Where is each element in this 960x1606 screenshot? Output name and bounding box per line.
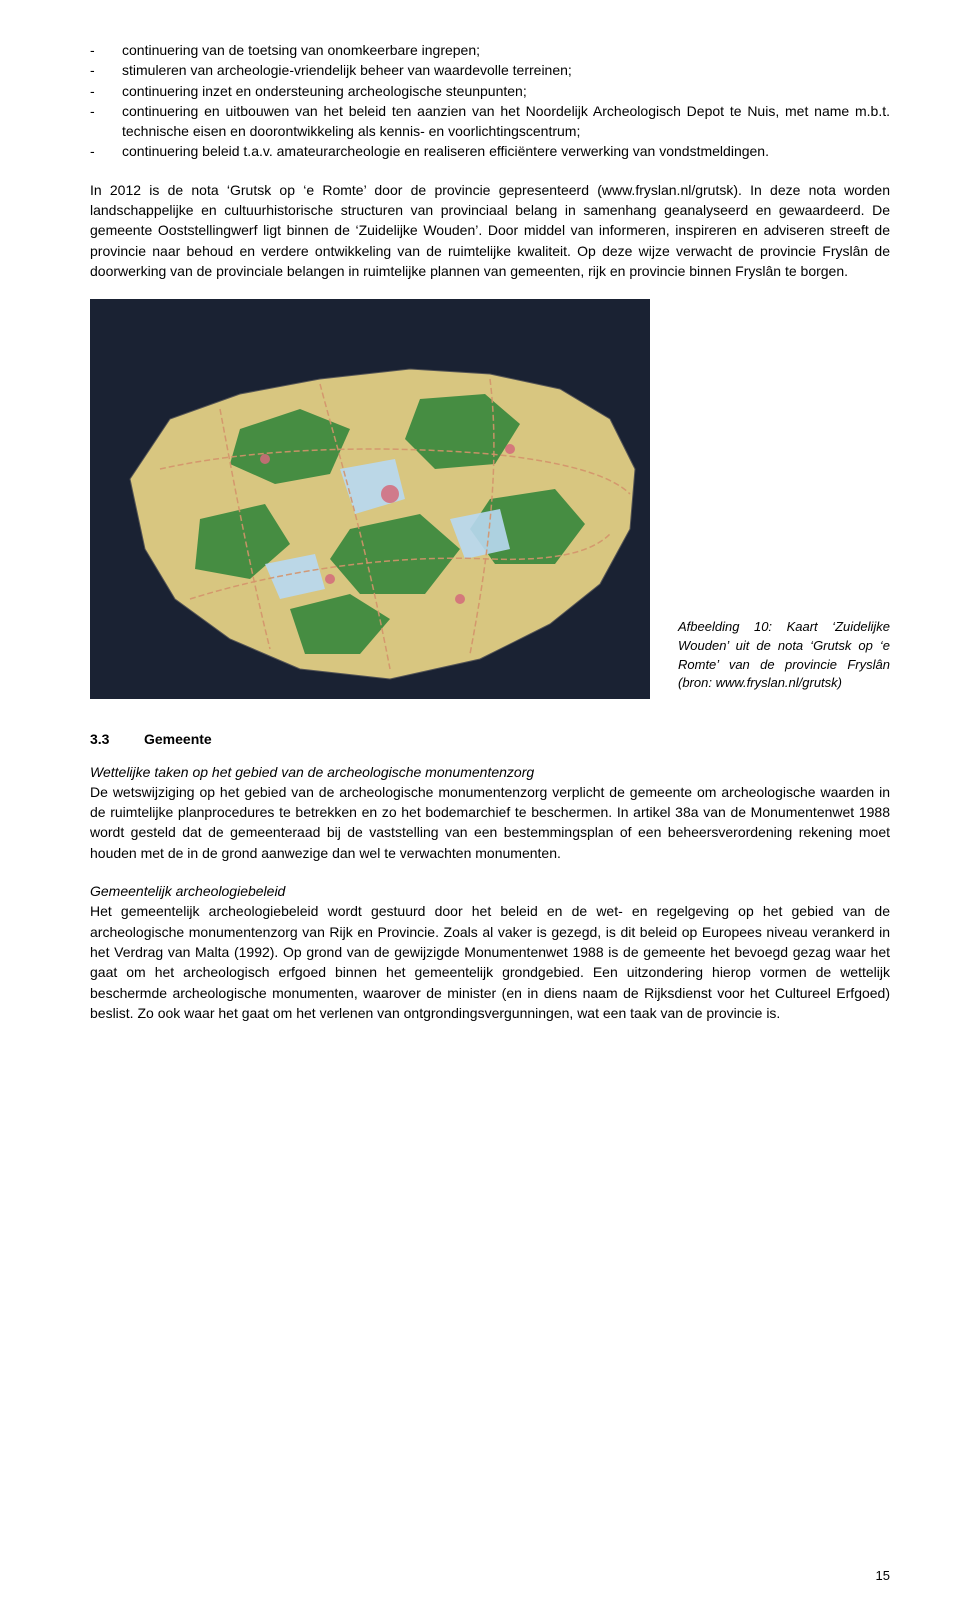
subheading-wettelijke-taken: Wettelijke taken op het gebied van de ar… — [90, 762, 890, 782]
bullet-item: -continuering inzet en ondersteuning arc… — [90, 81, 890, 101]
section-number: 3.3 — [90, 729, 144, 749]
bullet-list: -continuering van de toetsing van onomke… — [90, 40, 890, 162]
bullet-text: continuering beleid t.a.v. amateurarcheo… — [122, 141, 890, 161]
bullet-item: -stimuleren van archeologie-vriendelijk … — [90, 60, 890, 80]
section-title: Gemeente — [144, 731, 212, 747]
bullet-text: stimuleren van archeologie-vriendelijk b… — [122, 60, 890, 80]
bullet-text: continuering en uitbouwen van het beleid… — [122, 101, 890, 142]
map-zuidelijke-wouden — [90, 299, 650, 699]
subheading-gemeentelijk-beleid: Gemeentelijk archeologiebeleid — [90, 881, 890, 901]
bullet-text: continuering inzet en ondersteuning arch… — [122, 81, 890, 101]
paragraph-gemeentelijk-beleid: Het gemeentelijk archeologiebeleid wordt… — [90, 901, 890, 1023]
section-heading: 3.3Gemeente — [90, 729, 890, 749]
bullet-item: -continuering beleid t.a.v. amateurarche… — [90, 141, 890, 161]
figure-caption: Afbeelding 10: Kaart ‘Zuidelijke Wouden’… — [678, 618, 890, 699]
bullet-item: -continuering en uitbouwen van het belei… — [90, 101, 890, 142]
page-number: 15 — [876, 1567, 890, 1586]
paragraph-wettelijke-taken: De wetswijziging op het gebied van de ar… — [90, 782, 890, 863]
bullet-text: continuering van de toetsing van onomkee… — [122, 40, 890, 60]
bullet-item: -continuering van de toetsing van onomke… — [90, 40, 890, 60]
paragraph-intro: In 2012 is de nota ‘Grutsk op ‘e Romte’ … — [90, 180, 890, 281]
figure-10: Afbeelding 10: Kaart ‘Zuidelijke Wouden’… — [90, 299, 890, 699]
